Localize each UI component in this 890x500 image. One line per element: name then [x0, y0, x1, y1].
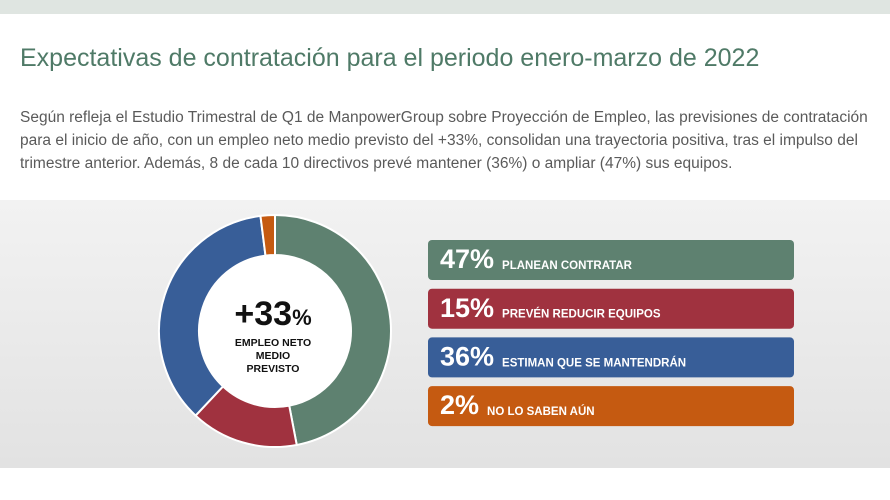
donut-slice: [158, 214, 267, 417]
title: Expectativas de contratación para el per…: [20, 44, 760, 72]
center-value: +33%: [213, 295, 333, 337]
legend-box: [428, 240, 794, 280]
legend-label: PREVÉN REDUCIR EQUIPOS: [502, 308, 661, 321]
donut-hole: [199, 255, 351, 407]
legend-value: 36%: [440, 342, 494, 372]
top-bar: [0, 0, 890, 14]
legend-value: 47%: [440, 244, 494, 274]
center-label: +33% EMPLEO NETO MEDIO PREVISTO: [213, 295, 333, 376]
center-caption: EMPLEO NETO MEDIO PREVISTO: [234, 337, 312, 375]
legend-box: [428, 288, 794, 329]
center-unit: %: [292, 305, 312, 330]
intro-text: Según refleja el Estudio Trimestral de Q…: [20, 109, 868, 172]
legend-label: NO LO SABEN AÚN: [487, 405, 595, 418]
legend-value: 15%: [440, 293, 494, 323]
legend-label: ESTIMAN QUE SE MANTENDRÁN: [502, 356, 686, 369]
legend-box: [428, 386, 794, 427]
legend-value: 2%: [440, 390, 479, 420]
center-number: +33: [234, 295, 293, 333]
legend-label: PLANEAN CONTRATAR: [502, 260, 633, 272]
legend-box: [428, 337, 794, 378]
